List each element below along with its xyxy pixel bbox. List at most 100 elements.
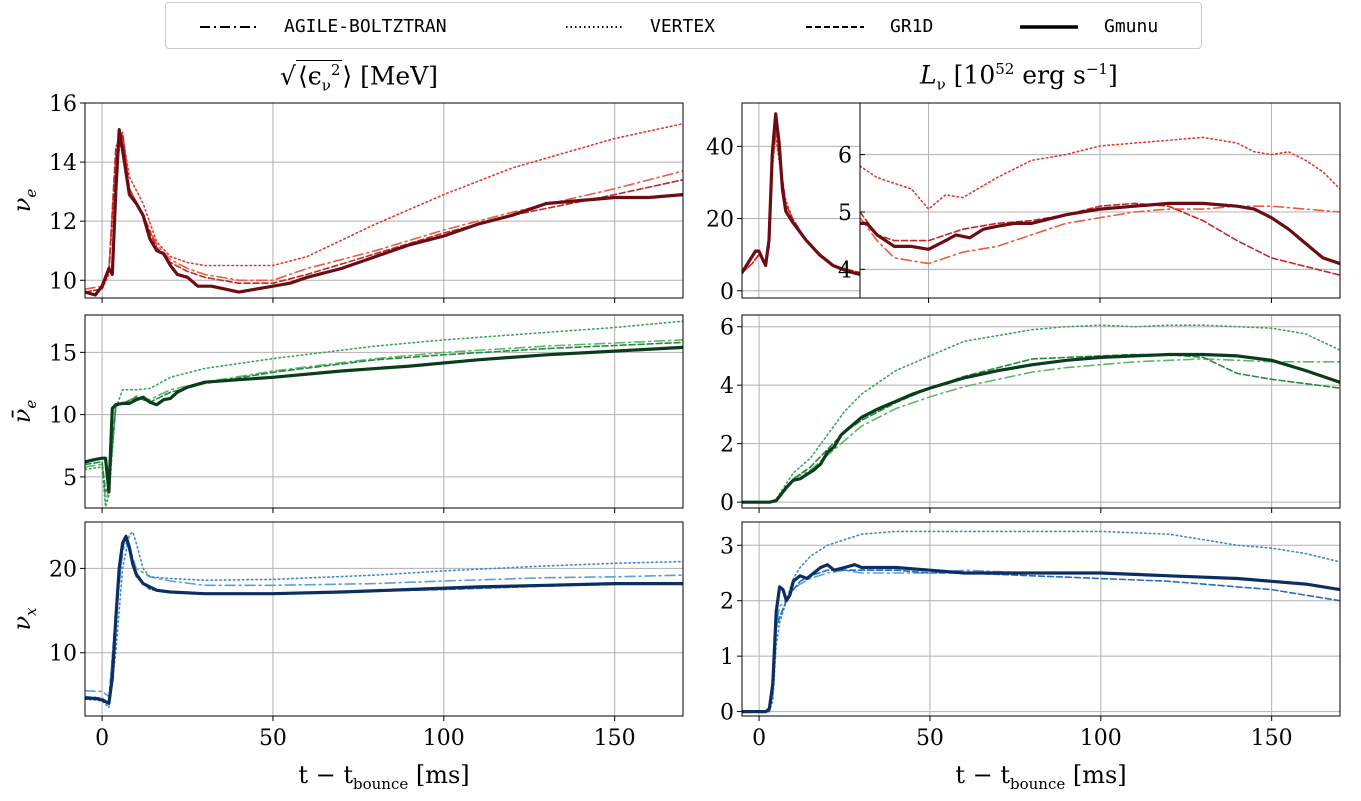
y-tick-label: 10 [49, 404, 77, 429]
y-axis-label-sub: e [22, 400, 40, 409]
title-sub: ν [936, 75, 946, 94]
y-tick-label: 2 [720, 433, 734, 458]
y-tick-label: 6 [838, 144, 852, 169]
series-line-gmunu [85, 345, 683, 494]
title-sup: 52 [995, 60, 1015, 78]
series-line-agile-boltztran [85, 542, 683, 698]
title-text: ⟨ϵ [297, 61, 322, 91]
series-line-agile-boltztran [860, 205, 1340, 265]
axes-frame [741, 314, 1341, 509]
x-tick-label: 100 [1080, 726, 1122, 751]
y-tick-label: 4 [720, 374, 734, 399]
x-axis-label-unit: [ms] [408, 761, 469, 789]
y-tick-label: 40 [706, 135, 734, 160]
x-tick-label: 150 [1251, 726, 1293, 751]
legend-item-gr1d: GR1D [806, 3, 933, 50]
solid-line-swatch [1020, 24, 1078, 29]
legend-item-agile-boltztran: AGILE-BOLTZTRAN [200, 3, 447, 50]
series-line-agile-boltztran [85, 339, 683, 503]
dotted-line-swatch [566, 25, 624, 28]
series-line-vertex [85, 320, 683, 508]
series-line-vertex [742, 530, 1340, 713]
series-line-agile-boltztran [742, 569, 1340, 713]
series-line-gr1d [85, 131, 683, 293]
dashed-line-swatch [806, 25, 864, 28]
y-tick-label: 12 [49, 210, 77, 235]
x-tick-label: 50 [916, 726, 944, 751]
y-tick-label: 5 [63, 466, 77, 491]
legend-item-vertex: VERTEX [566, 3, 715, 50]
y-axis-label: νe [8, 189, 40, 213]
x-axis-label-main: t − t [955, 761, 1010, 789]
title-text: [10 [945, 60, 996, 90]
left-column-title: √⟨ϵν2⟩ [MeV] [280, 60, 438, 94]
series-line-gmunu [742, 352, 1340, 504]
x-axis-label-sub: bounce [353, 775, 408, 793]
legend-label: VERTEX [650, 16, 716, 37]
axes-frame [84, 314, 684, 509]
y-axis-label: ν̄e [8, 400, 40, 424]
series-line-gr1d [85, 341, 683, 493]
series-line-gmunu [742, 563, 1340, 714]
title-text: ] [1107, 60, 1118, 90]
series-line-vertex [85, 122, 683, 293]
y-tick-label: 1 [720, 645, 734, 670]
sqrt-radicand: ⟨ϵν2 [295, 60, 343, 95]
y-tick-label: 20 [706, 208, 734, 233]
x-axis-label-main: t − t [298, 761, 353, 789]
x-axis-label-sub: bounce [1010, 775, 1065, 793]
series-line-agile-boltztran [85, 143, 683, 290]
y-tick-label: 6 [720, 316, 734, 341]
y-tick-label: 20 [49, 557, 77, 582]
title-text: ⟩ [MeV] [342, 61, 439, 91]
legend-label: AGILE-BOLTZTRAN [284, 16, 447, 37]
y-tick-label: 15 [49, 341, 77, 366]
axes-frame [84, 102, 684, 299]
y-tick-label: 5 [838, 201, 852, 226]
series-line-gmunu [742, 112, 860, 277]
series-line-vertex [742, 324, 1340, 503]
y-tick-label: 0 [720, 280, 734, 305]
legend: AGILE-BOLTZTRAN VERTEX GR1D Gmunu [165, 2, 1202, 49]
y-axis-label-sub: x [22, 607, 40, 616]
series-line-gr1d [742, 116, 860, 274]
x-axis-label-unit: [ms] [1065, 761, 1126, 789]
x-tick-label: 0 [95, 726, 109, 751]
y-tick-label: 3 [720, 534, 734, 559]
x-tick-label: 150 [594, 726, 636, 751]
title-text: L [920, 60, 937, 90]
axes-frame [84, 521, 684, 717]
y-axis-label: νx [8, 607, 40, 631]
axes-frame [741, 521, 1341, 717]
title-text: erg s [1014, 60, 1086, 90]
sqrt-sign: √ [280, 61, 296, 91]
series-line-agile-boltztran [742, 358, 1340, 503]
series-line-gmunu [85, 534, 683, 705]
legend-label: GR1D [890, 16, 934, 37]
x-axis-label: t − tbounce [ms] [955, 761, 1126, 793]
x-tick-label: 0 [752, 726, 766, 751]
x-axis-label: t − tbounce [ms] [298, 761, 469, 793]
y-tick-label: 16 [49, 92, 77, 117]
series-line-vertex [860, 136, 1340, 210]
y-tick-label: 0 [720, 491, 734, 516]
series-line-gr1d [742, 569, 1340, 713]
y-tick-label: 2 [720, 590, 734, 615]
series-line-gmunu [85, 128, 683, 297]
legend-label: Gmunu [1104, 16, 1159, 37]
y-tick-label: 0 [720, 701, 734, 726]
title-sub: ν [321, 76, 331, 95]
series-line-vertex [85, 531, 683, 709]
x-tick-label: 100 [423, 726, 465, 751]
series-line-gmunu [860, 201, 1340, 266]
y-tick-label: 10 [49, 269, 77, 294]
title-sup: 2 [330, 61, 341, 79]
y-tick-label: 10 [49, 642, 77, 667]
right-column-title: Lν [1052 erg s−1] [920, 60, 1118, 93]
y-tick-label: 4 [838, 258, 852, 283]
y-tick-label: 14 [49, 151, 77, 176]
dashdot-line-swatch [200, 25, 258, 28]
x-tick-label: 50 [259, 726, 287, 751]
title-sup: −1 [1085, 60, 1108, 78]
